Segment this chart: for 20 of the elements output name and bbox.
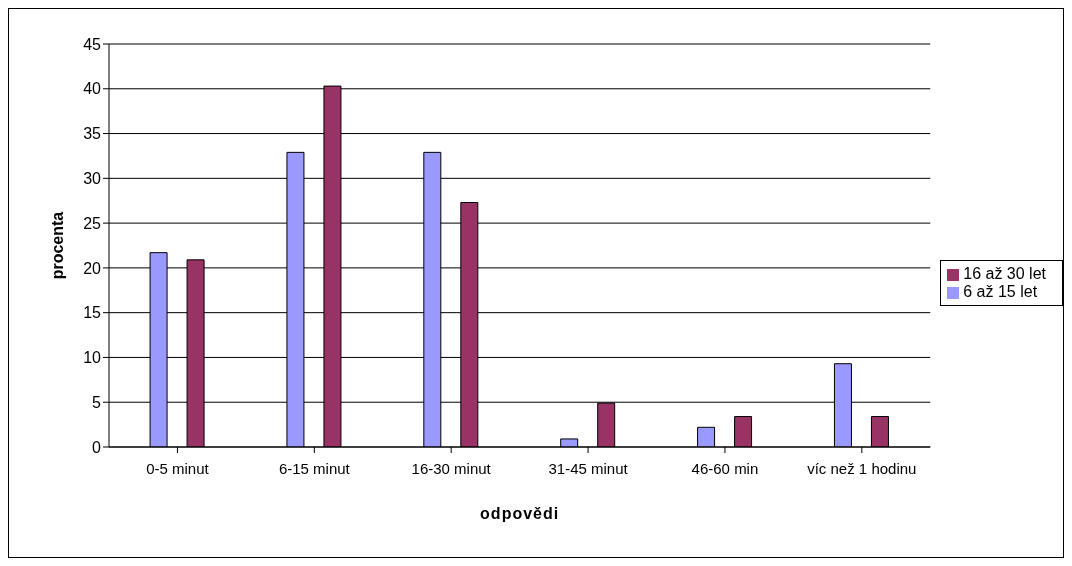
y-tick-label: 20 [83, 259, 102, 277]
x-tick-label: 31-45 minut [548, 459, 629, 477]
legend-label: 16 až 30 let [963, 265, 1046, 282]
x-tick-label: 16-30 minut [411, 459, 492, 477]
legend-label: 6 až 15 let [963, 283, 1038, 300]
y-axis-title: procenta [48, 211, 66, 280]
x-tick-label: 0-5 minut [146, 459, 210, 477]
y-tick-label: 25 [83, 214, 102, 232]
y-tick-label: 30 [83, 170, 102, 188]
y-tick-label: 35 [83, 125, 102, 143]
y-tick-label: 10 [83, 349, 102, 367]
y-tick-label: 0 [92, 438, 102, 456]
y-tick-label: 45 [83, 35, 102, 53]
x-tick-label: víc než 1 hodinu [807, 459, 917, 477]
y-tick-label: 40 [83, 80, 102, 98]
y-tick-label: 15 [83, 304, 102, 322]
x-tick-label: 6-15 minut [278, 459, 351, 477]
x-axis-title: odpovědi [480, 505, 560, 522]
x-tick-label: 46-60 min [691, 459, 759, 477]
y-tick-label: 5 [92, 393, 102, 411]
